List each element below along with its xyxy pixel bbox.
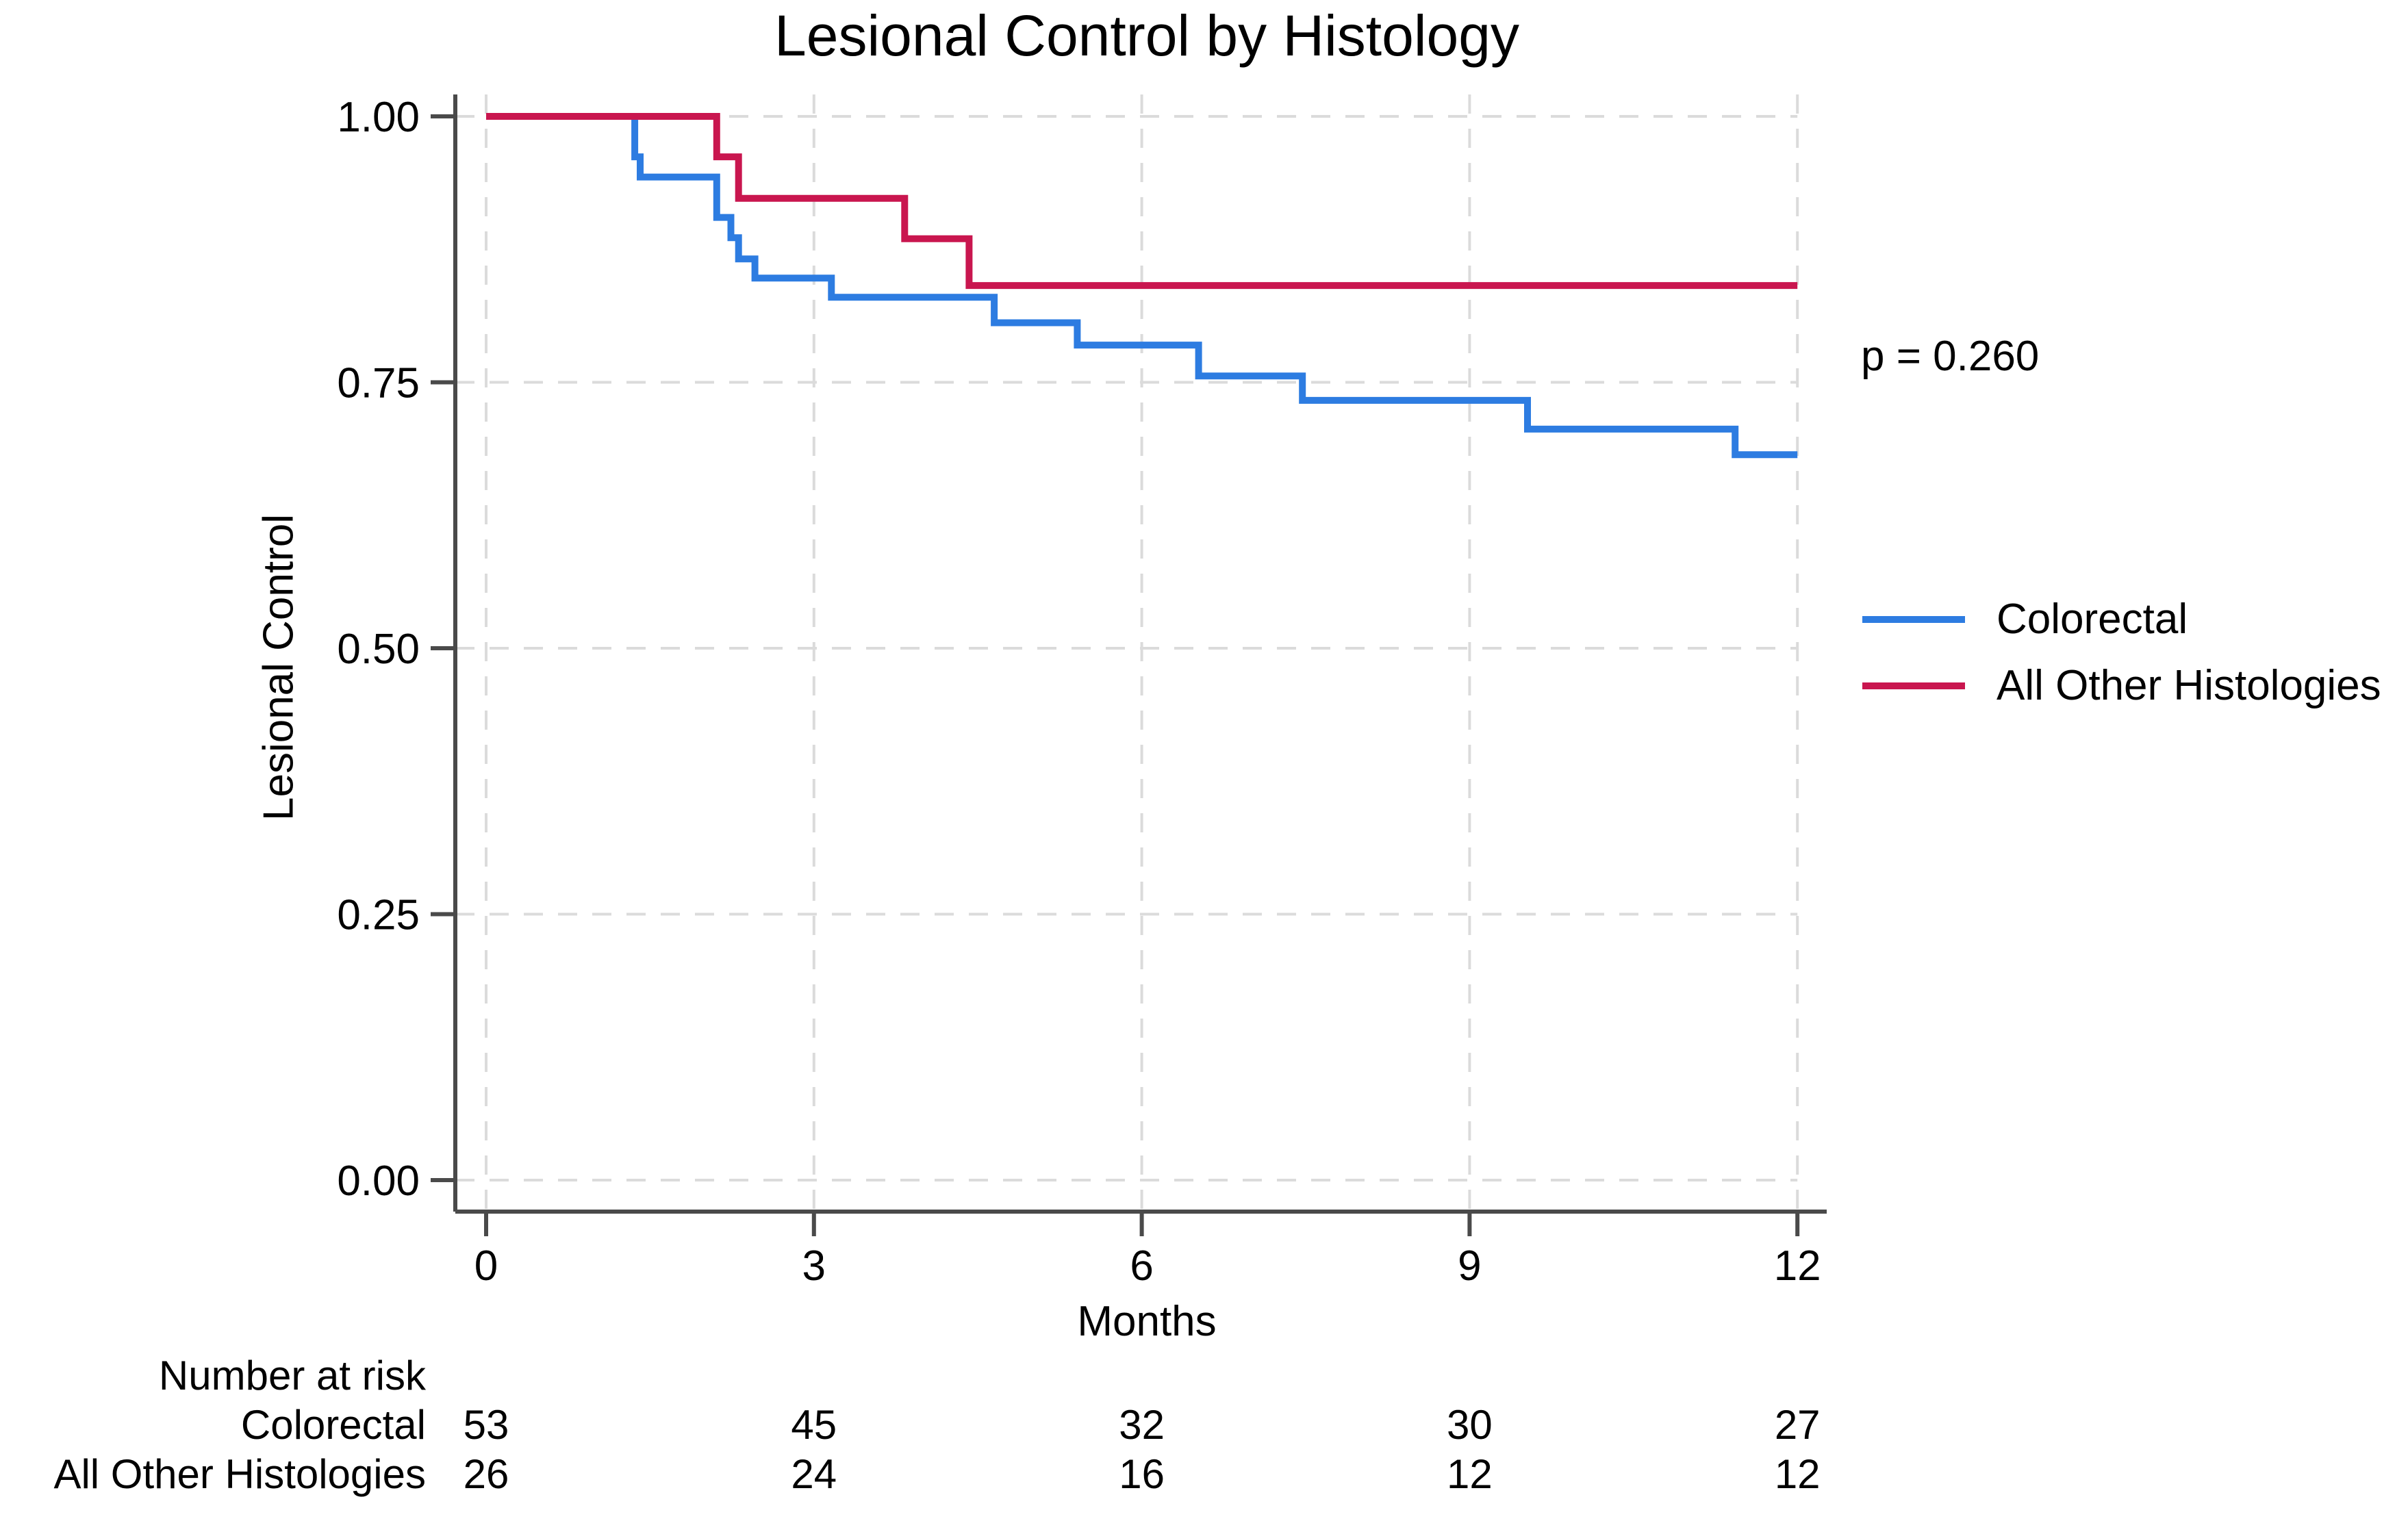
risk-count: 24 [791,1451,837,1497]
km-curve-colorectal [486,113,1798,459]
x-tick-label: 9 [1458,1242,1481,1290]
x-axis-title: Months [1077,1298,1217,1345]
risk-count: 16 [1119,1451,1165,1497]
risk-table-header: Number at risk [158,1353,426,1398]
y-tick-label: 1.00 [337,94,420,141]
risk-count: 26 [463,1451,509,1497]
legend-label-colorectal: Colorectal [1997,596,2188,643]
risk-row-label: All Other Histologies [53,1451,426,1497]
y-tick-label: 0.50 [337,626,420,673]
colorectal-line-swatch [1862,616,1965,623]
risk-count: 30 [1447,1402,1493,1448]
y-tick-label: 0.25 [337,892,420,939]
legend-label-all-other: All Other Histologies [1997,662,2381,709]
p-value-annotation: p = 0.260 [1861,333,2040,380]
risk-count: 12 [1774,1451,1821,1497]
all-other-line-swatch [1862,682,1965,689]
x-tick-label: 0 [474,1242,498,1290]
x-tick-label: 6 [1130,1242,1153,1290]
risk-count: 53 [463,1402,509,1448]
y-tick-label: 0.75 [337,360,420,407]
risk-row-label: Colorectal [240,1402,426,1448]
risk-count: 45 [791,1402,837,1448]
km-curve-all-other [486,113,1798,290]
risk-count: 27 [1774,1402,1821,1448]
chart-title: Lesional Control by Histology [774,3,1519,68]
x-tick-label: 12 [1774,1242,1821,1290]
y-tick-label: 0.00 [337,1158,420,1205]
x-tick-label: 3 [802,1242,826,1290]
risk-count: 12 [1447,1451,1493,1497]
risk-count: 32 [1119,1402,1165,1448]
